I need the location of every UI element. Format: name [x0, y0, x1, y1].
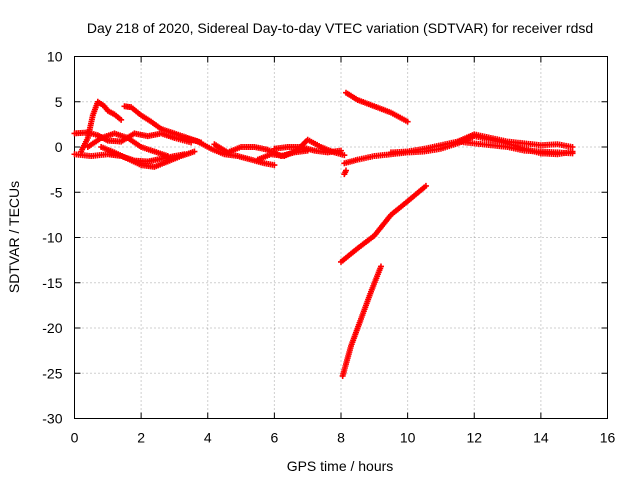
series-track-q: [341, 167, 349, 178]
axis-ticks: [74, 56, 608, 419]
x-tick-label: 8: [337, 430, 345, 446]
data-points: [71, 89, 576, 379]
series-track-n: [342, 89, 411, 125]
y-tick-label: -15: [42, 275, 62, 291]
data-point: [164, 153, 171, 160]
y-axis-label: SDTVAR / TECUs: [6, 181, 22, 293]
y-tick-label: -30: [42, 411, 62, 427]
data-point: [342, 167, 349, 174]
series-track-o: [338, 182, 429, 265]
x-tick-label: 0: [71, 430, 79, 446]
y-tick-label: 0: [55, 139, 63, 155]
grid: [74, 56, 608, 419]
data-point: [191, 148, 198, 155]
x-tick-label: 4: [204, 430, 212, 446]
series-track-j: [271, 144, 344, 156]
x-tick-label: 12: [466, 430, 482, 446]
series-track-g: [181, 134, 278, 169]
data-point: [271, 162, 278, 169]
data-point: [377, 263, 384, 270]
chart-title: Day 218 of 2020, Sidereal Day-to-day VTE…: [87, 20, 593, 36]
x-tick-label: 10: [400, 430, 416, 446]
y-tick-label: -25: [42, 365, 62, 381]
y-tick-label: -20: [42, 320, 62, 336]
data-point: [118, 116, 125, 123]
x-tick-label: 14: [533, 430, 549, 446]
data-point: [341, 152, 348, 159]
data-point: [569, 144, 576, 150]
series-track-p: [339, 263, 384, 379]
x-axis-label: GPS time / hours: [287, 458, 394, 474]
data-point: [422, 182, 429, 189]
series-track-l: [387, 138, 576, 157]
data-point: [569, 150, 576, 157]
data-point: [338, 147, 344, 154]
y-tick-labels: 10 5 0 -5 -10 -15 -20 -25 -30: [42, 49, 62, 427]
series-track-f: [84, 130, 171, 160]
data-point: [404, 118, 411, 125]
y-tick-label: -10: [42, 230, 62, 246]
x-tick-label: 2: [137, 430, 145, 446]
series-track-e: [98, 144, 198, 170]
y-tick-label: 10: [47, 49, 63, 65]
y-tick-label: 5: [55, 94, 63, 110]
x-tick-label: 16: [600, 430, 616, 446]
y-tick-label: -5: [50, 184, 63, 200]
x-tick-labels: 0 2 4 6 8 10 12 14 16: [71, 430, 616, 446]
series-track-i: [254, 136, 348, 163]
series-track-m: [454, 131, 576, 150]
x-tick-label: 6: [270, 430, 278, 446]
